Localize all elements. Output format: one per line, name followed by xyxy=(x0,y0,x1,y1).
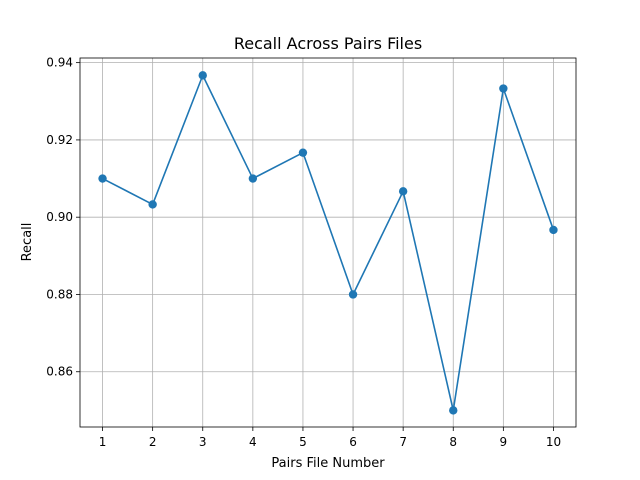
y-tick-label: 0.90 xyxy=(46,210,73,224)
x-tick-label: 4 xyxy=(249,435,257,449)
chart-title: Recall Across Pairs Files xyxy=(234,34,422,53)
y-tick-label: 0.92 xyxy=(46,133,73,147)
series-line xyxy=(102,74,555,412)
data-point xyxy=(198,71,207,80)
x-tick-label: 9 xyxy=(500,435,508,449)
x-axis-ticks: 1 2 3 4 5 6 7 8 9 10 xyxy=(99,427,561,449)
y-tick-label: 0.94 xyxy=(46,56,73,70)
plot-frame xyxy=(79,57,577,428)
x-tick-label: 10 xyxy=(546,435,561,449)
x-axis-label: Pairs File Number xyxy=(271,456,385,471)
x-tick-label: 5 xyxy=(299,435,307,449)
data-point xyxy=(348,290,358,299)
data-point xyxy=(98,174,107,183)
y-axis-label: Recall xyxy=(20,223,35,262)
data-point xyxy=(549,225,558,235)
x-tick-label: 2 xyxy=(149,435,157,449)
data-point xyxy=(499,84,508,93)
x-tick-label: 8 xyxy=(449,435,457,449)
y-tick-label: 0.86 xyxy=(46,365,73,379)
data-point xyxy=(449,406,458,415)
x-tick-label: 7 xyxy=(399,435,407,449)
data-point xyxy=(298,148,308,157)
data-point xyxy=(248,174,258,183)
series-layer xyxy=(98,71,558,415)
x-tick-label: 3 xyxy=(199,435,207,449)
grid-lines xyxy=(80,58,576,427)
y-axis-ticks: 0.86 0.88 0.90 0.92 0.94 xyxy=(46,56,80,379)
data-point xyxy=(148,200,157,209)
data-point xyxy=(398,187,408,196)
y-tick-label: 0.88 xyxy=(46,287,73,301)
x-tick-label: 1 xyxy=(99,435,107,449)
x-tick-label: 6 xyxy=(349,435,357,449)
